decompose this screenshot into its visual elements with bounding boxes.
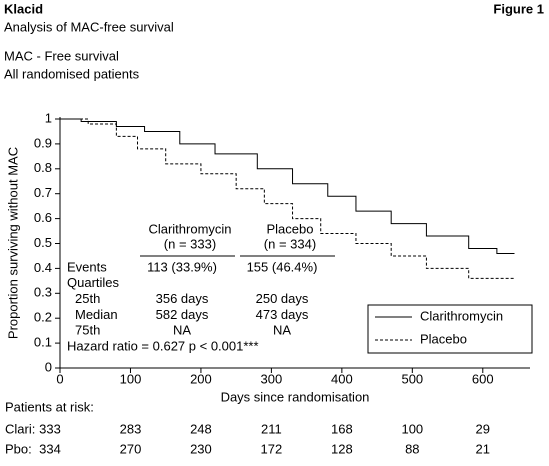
- y-tick-label: 0.1: [34, 335, 52, 350]
- legend-box: [367, 304, 533, 354]
- risk-title: Patients at risk:: [5, 399, 94, 414]
- risk-value: 334: [39, 441, 61, 456]
- cell: 473 days: [256, 307, 309, 322]
- x-tick-label: 0: [56, 371, 63, 386]
- y-tick-label: 0.3: [34, 285, 52, 300]
- risk-value: 100: [401, 421, 423, 436]
- x-axis-label: Days since randomisation: [221, 389, 370, 404]
- y-tick-label: 0.6: [34, 210, 52, 225]
- figure-label: Figure 1: [493, 1, 544, 16]
- row-label: Median: [75, 307, 118, 322]
- cell: NA: [273, 323, 291, 338]
- cell: 250 days: [256, 291, 309, 306]
- risk-value: 168: [331, 421, 353, 436]
- risk-value: 128: [331, 441, 353, 456]
- cell: 582 days: [156, 307, 209, 322]
- cell: 356 days: [156, 291, 209, 306]
- column-n: (n = 334): [264, 236, 316, 251]
- subtitle: All randomised patients: [4, 66, 140, 81]
- column-header: Clarithromycin: [148, 221, 231, 236]
- row-label: 75th: [75, 323, 100, 338]
- row-label: Events: [67, 259, 107, 274]
- risk-value: 211: [261, 421, 282, 436]
- hazard-ratio: Hazard ratio = 0.627 p < 0.001***: [67, 338, 259, 353]
- risk-value: 248: [190, 421, 212, 436]
- survival-curve: [60, 118, 515, 279]
- cell: NA: [173, 323, 191, 338]
- survival-curve: [60, 118, 515, 254]
- y-tick-label: 0.8: [34, 160, 52, 175]
- subtitle: MAC - Free survival: [4, 48, 119, 63]
- y-tick-label: 0: [45, 359, 52, 374]
- cell: 155 (46.4%): [247, 259, 318, 274]
- column-header: Placebo: [267, 221, 314, 236]
- risk-value: 270: [120, 441, 142, 456]
- legend-label: Placebo: [420, 331, 467, 346]
- risk-value: 29: [476, 421, 490, 436]
- y-tick-label: 0.4: [34, 260, 52, 275]
- x-tick-label: 500: [401, 371, 423, 386]
- x-tick-label: 300: [261, 371, 283, 386]
- y-tick-label: 0.2: [34, 310, 52, 325]
- risk-value: 283: [120, 421, 142, 436]
- row-label: Quartiles: [67, 275, 120, 290]
- y-tick-label: 0.7: [34, 185, 52, 200]
- risk-value: 21: [476, 441, 490, 456]
- cell: 113 (33.9%): [147, 259, 217, 274]
- title: Analysis of MAC-free survival: [4, 19, 174, 34]
- row-label: 25th: [75, 291, 100, 306]
- y-axis-label: Proportion surviving without MAC: [5, 147, 20, 339]
- risk-label: Clari:: [5, 421, 35, 436]
- y-tick-label: 1: [45, 110, 52, 125]
- risk-value: 88: [405, 441, 419, 456]
- x-tick-label: 100: [120, 371, 142, 386]
- risk-value: 172: [261, 441, 283, 456]
- x-tick-label: 600: [472, 371, 494, 386]
- x-tick-label: 200: [190, 371, 212, 386]
- risk-value: 333: [39, 421, 61, 436]
- risk-value: 230: [190, 441, 212, 456]
- legend-label: Clarithromycin: [420, 308, 503, 323]
- brand: Klacid: [4, 1, 43, 16]
- column-n: (n = 333): [164, 236, 216, 251]
- x-tick-label: 400: [331, 371, 353, 386]
- risk-label: Pbo:: [5, 441, 32, 456]
- y-tick-label: 0.5: [34, 235, 52, 250]
- y-tick-label: 0.9: [34, 135, 52, 150]
